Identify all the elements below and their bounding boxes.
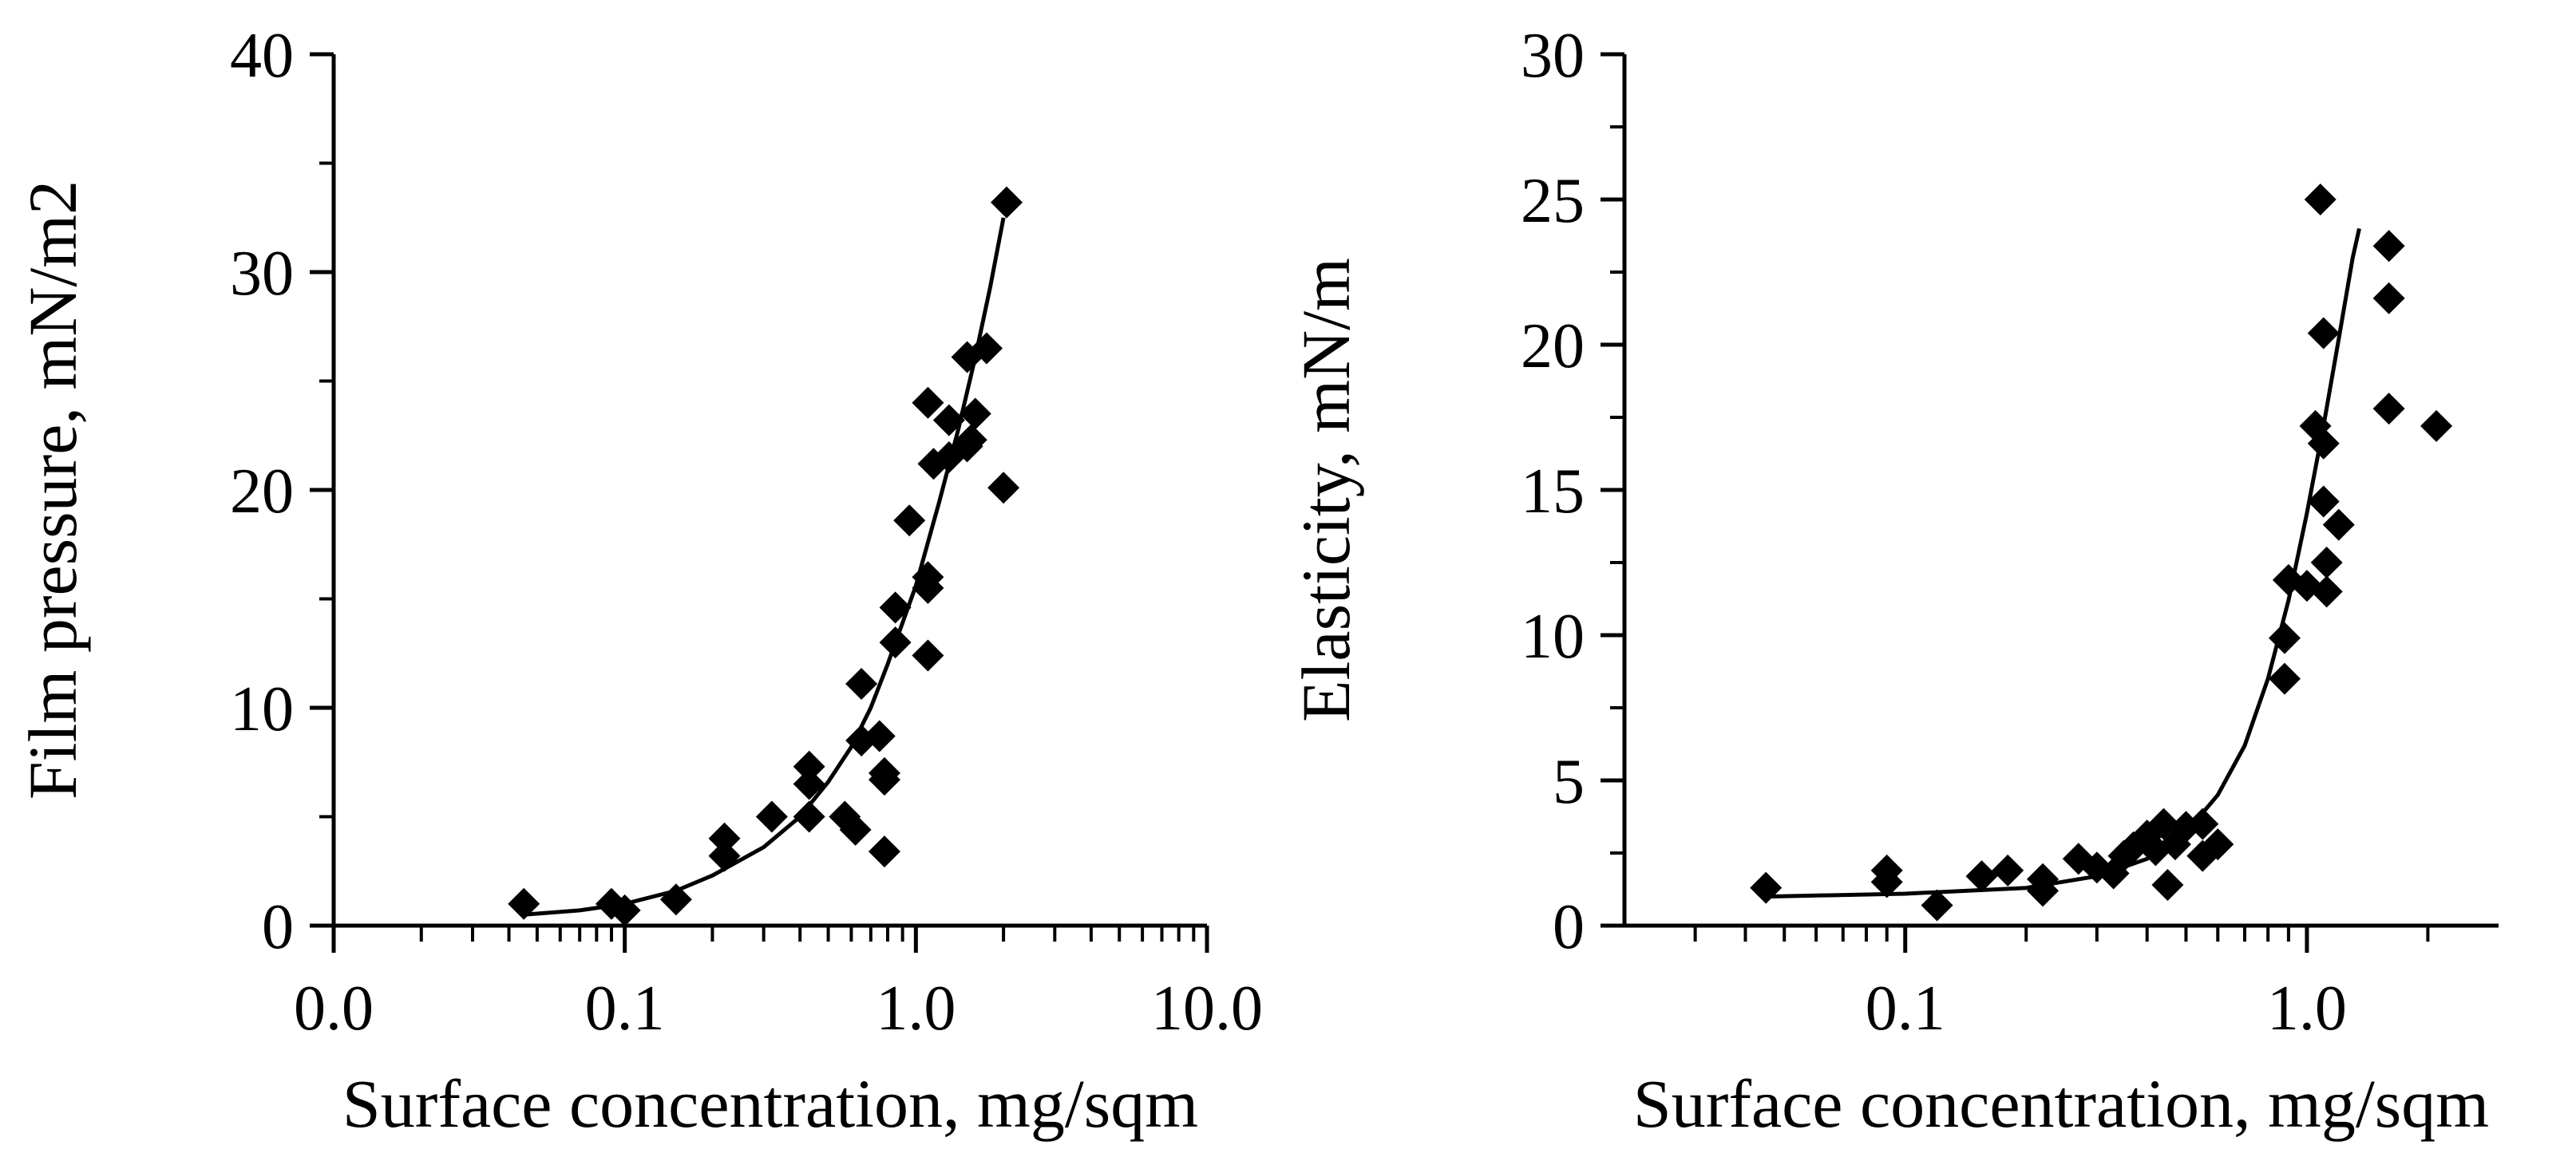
data-point [1870,854,1903,887]
x-tick-label: 1.0 [876,974,956,1044]
data-point [912,386,944,419]
data-point [1965,860,1998,893]
data-point [2151,869,2184,902]
data-point [868,756,900,789]
data-point [1750,871,1783,904]
data-point [2310,547,2343,579]
data-point [793,768,825,800]
data-point [2307,427,2340,460]
data-point [912,639,944,672]
y-tick-label: 20 [1521,311,1585,381]
data-point [1992,854,2024,887]
data-point [2186,808,2219,840]
x-tick-label: 0.0 [294,974,374,1044]
y-tick-label: 30 [1521,21,1585,91]
y-axis-title: Elasticity, mN/m [1288,258,1364,722]
data-point [991,186,1023,219]
data-point [868,835,900,868]
y-tick-label: 15 [1521,456,1585,527]
x-tick-label: 0.1 [1866,974,1945,1044]
data-point [659,883,692,916]
data-point [2304,184,2337,215]
data-point [508,887,540,920]
data-point [2372,230,2405,263]
data-point [932,404,965,436]
data-point [2027,863,2060,895]
y-tick-label: 40 [230,21,294,91]
data-point [893,504,926,537]
data-point [2310,575,2343,608]
data-point [793,800,825,833]
data-point [2372,393,2405,425]
data-point [708,839,741,872]
data-point [879,591,912,624]
data-point [863,720,896,752]
data-point [2372,282,2405,314]
fit-curve [524,217,1006,917]
y-tick-label: 5 [1553,747,1585,817]
fit-curve [1766,227,2361,899]
data-point [608,894,641,926]
x-tick-label: 0.1 [585,974,665,1044]
data-point [2420,409,2453,442]
data-point [959,397,991,430]
left-chart: 0 10 20 30 40 0.0 0.1 1.0 10.0 Surface concentrat… [14,21,1263,1142]
data-point [845,667,878,700]
data-point [2307,485,2340,518]
right-chart: 0 5 10 15 20 25 30 0.1 1.0 Surface concentration,… [1288,21,2499,1142]
x-axis-title: Surface concentration, mg/sqm [1633,1065,2489,1142]
data-point [970,332,1003,365]
y-axis-title: Film pressure, mN/m2 [14,180,91,800]
data-point [839,813,872,846]
y-tick-label: 20 [230,456,294,527]
y-tick-label: 10 [230,674,294,744]
data-point [879,626,912,659]
y-tick-label: 10 [1521,602,1585,672]
x-axis-title: Surface concentration, mg/sqm [342,1065,1198,1142]
data-point [755,800,788,833]
x-tick-label: 10.0 [1151,974,1263,1044]
y-tick-label: 0 [262,892,294,962]
data-point [793,750,825,783]
y-tick-label: 30 [230,239,294,309]
data-point [2268,622,2301,654]
y-tick-label: 0 [1553,892,1585,962]
data-point [708,822,741,855]
data-point [912,561,944,594]
data-point [2322,508,2355,541]
data-point [955,424,987,456]
y-tick-label: 25 [1521,166,1585,236]
data-point [2307,317,2340,350]
data-point [1921,889,1953,922]
data-point [2202,828,2234,861]
x-tick-label: 1.0 [2267,974,2347,1044]
data-point [987,472,1020,504]
data-point [2268,662,2301,695]
